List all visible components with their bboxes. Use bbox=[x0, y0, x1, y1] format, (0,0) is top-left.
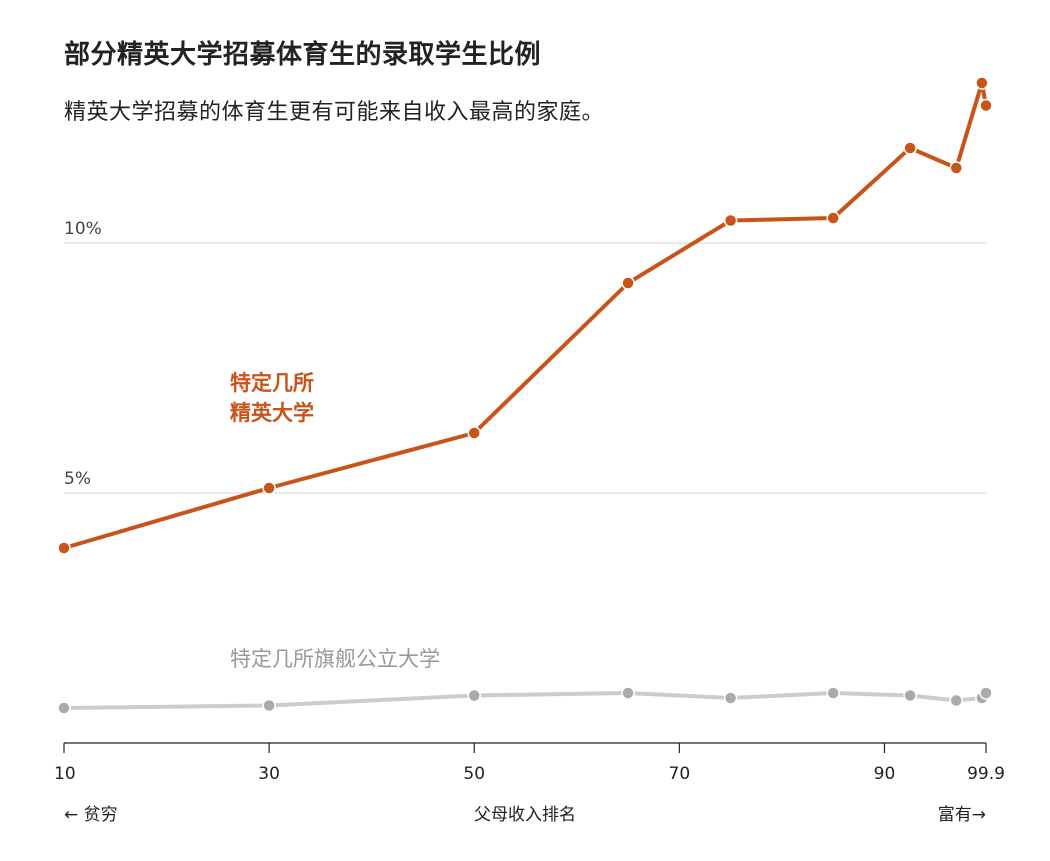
x-axis-title: 父母收入排名 bbox=[474, 805, 576, 825]
data-point-elite bbox=[621, 276, 635, 290]
data-point-elite bbox=[826, 211, 840, 225]
data-point-elite bbox=[723, 213, 738, 228]
x-axis-footer: ← 贫穷 父母收入排名 富有→ bbox=[64, 805, 986, 825]
x-tick-label: 99.9 bbox=[967, 764, 1005, 784]
data-point-public bbox=[262, 698, 276, 713]
y-tick-label: 5% bbox=[64, 469, 91, 489]
chart-subtitle: 精英大学招募的体育生更有可能来自收入最高的家庭。 bbox=[64, 100, 605, 125]
data-point-public bbox=[903, 688, 917, 703]
data-point-public bbox=[57, 701, 71, 715]
data-point-elite bbox=[949, 161, 964, 175]
data-point-public bbox=[621, 686, 635, 700]
data-point-elite bbox=[57, 541, 71, 555]
data-point-public bbox=[723, 691, 738, 705]
data-point-public bbox=[949, 693, 964, 708]
x-tick-label: 90 bbox=[874, 764, 896, 784]
data-point-public bbox=[979, 686, 993, 700]
series-line-elite bbox=[63, 81, 988, 550]
data-point-elite bbox=[979, 98, 993, 113]
series-labels: 特定几所 精英大学 特定几所旗舰公立大学 bbox=[230, 371, 440, 671]
x-tick-label: 10 bbox=[54, 764, 76, 784]
x-tick-label: 30 bbox=[258, 764, 280, 784]
x-tick-label: 70 bbox=[669, 764, 691, 784]
x-tick-label: 50 bbox=[463, 764, 485, 784]
data-point-elite bbox=[262, 481, 276, 495]
x-left-note: ← 贫穷 bbox=[64, 805, 118, 825]
data-point-public bbox=[467, 688, 481, 703]
data-point-elite bbox=[467, 426, 481, 440]
series-label-elite-line2: 精英大学 bbox=[230, 401, 314, 425]
data-point-elite bbox=[975, 76, 989, 90]
gridlines bbox=[64, 242, 986, 494]
series-label-public: 特定几所旗舰公立大学 bbox=[230, 647, 440, 671]
y-tick-label: 10% bbox=[64, 219, 102, 239]
data-point-public bbox=[826, 686, 840, 700]
chart-title: 部分精英大学招募体育生的录取学生比例 bbox=[64, 40, 542, 70]
series-line-public bbox=[63, 691, 988, 710]
series-group bbox=[57, 76, 993, 715]
x-right-note: 富有→ bbox=[938, 805, 986, 825]
data-point-elite bbox=[903, 141, 917, 155]
y-axis-ticks: 5% 10% bbox=[64, 219, 102, 489]
x-axis: 10 30 50 70 90 99.9 bbox=[54, 742, 1005, 784]
series-label-elite-line1: 特定几所 bbox=[230, 371, 314, 395]
